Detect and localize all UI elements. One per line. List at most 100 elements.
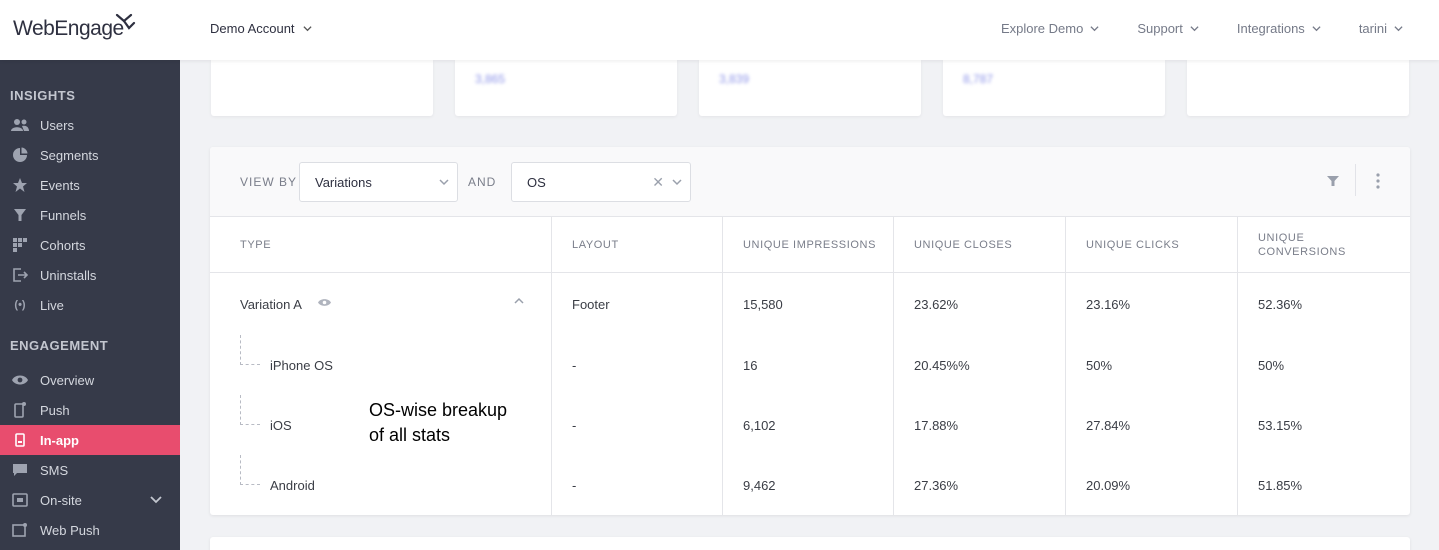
- sidebar-item-push[interactable]: Push: [0, 395, 180, 425]
- eye-icon[interactable]: [318, 298, 331, 307]
- filter-bar: VIEW BY Variations AND OS ✕: [210, 147, 1410, 217]
- tree-connector: [240, 395, 260, 425]
- sidebar-item-on-site[interactable]: On-site: [0, 485, 180, 515]
- sidebar-item-label: Uninstalls: [40, 267, 97, 283]
- sidebar-item-overview[interactable]: Overview: [0, 365, 180, 395]
- column-divider: [722, 217, 723, 515]
- more-vertical-icon[interactable]: [1376, 173, 1380, 189]
- tree-connector: [240, 335, 260, 365]
- stats-table-panel: VIEW BY Variations AND OS ✕ TYPE LAYOUT …: [210, 147, 1410, 515]
- sidebar-item-label: Live: [40, 297, 64, 313]
- account-name: Demo Account: [210, 21, 295, 36]
- cell-type: Variation A: [240, 296, 302, 312]
- sidebar-item-users[interactable]: Users: [0, 110, 180, 140]
- sidebar-item-cohorts[interactable]: Cohorts: [0, 230, 180, 260]
- annotation-callout: OS-wise breakup of all stats: [369, 398, 507, 448]
- stat-card: [1187, 60, 1409, 116]
- cell-clicks: 50%: [1086, 357, 1113, 373]
- onsite-icon: [10, 492, 30, 508]
- nav-label: Support: [1137, 21, 1183, 36]
- header-unique-clicks[interactable]: UNIQUE CLICKS: [1086, 239, 1180, 251]
- cell-layout: -: [572, 417, 577, 433]
- section-title-insights: INSIGHTS: [10, 87, 76, 103]
- chevron-down-icon: [302, 26, 312, 32]
- cell-conversions: 50%: [1258, 357, 1285, 373]
- sidebar-item-in-app[interactable]: In-app: [0, 425, 180, 455]
- nav-explore-demo[interactable]: Explore Demo: [1001, 21, 1099, 36]
- logo-text: WebEngage: [13, 17, 124, 40]
- top-bar: WebEngage Demo Account Explore Demo Supp…: [0, 0, 1439, 60]
- header-unique-impressions[interactable]: UNIQUE IMPRESSIONS: [743, 239, 877, 251]
- sidebar-item-label: Cohorts: [40, 237, 86, 253]
- column-divider: [1065, 217, 1066, 515]
- users-icon: [10, 117, 30, 133]
- header-unique-closes[interactable]: UNIQUE CLOSES: [914, 239, 1013, 251]
- sidebar-item-label: SMS: [40, 462, 69, 478]
- nav-user-menu[interactable]: tarini: [1359, 21, 1403, 36]
- chevron-down-icon: [1312, 26, 1321, 32]
- header-layout[interactable]: LAYOUT: [572, 239, 619, 251]
- sidebar-item-web-push[interactable]: Web Push: [0, 515, 180, 545]
- divider: [1355, 164, 1356, 196]
- sidebar-item-events[interactable]: Events: [0, 170, 180, 200]
- cell-conversions: 51.85%: [1258, 477, 1303, 493]
- nav-label: Integrations: [1236, 21, 1305, 36]
- view-by-label: VIEW BY: [240, 175, 298, 189]
- sidebar-item-uninstalls[interactable]: Uninstalls: [0, 260, 180, 290]
- sidebar-item-live[interactable]: (•) Live: [0, 290, 180, 320]
- account-switcher[interactable]: Demo Account: [210, 21, 312, 36]
- cell-impressions: 9,462: [743, 477, 776, 493]
- cell-type: iPhone OS: [270, 357, 333, 373]
- nav-label: Explore Demo: [1000, 21, 1084, 36]
- star-icon: [10, 177, 30, 193]
- cell-layout: Footer: [572, 296, 610, 312]
- chevron-down-icon: [672, 179, 682, 186]
- exit-icon: [10, 267, 30, 283]
- annotation-line: OS-wise breakup: [369, 400, 508, 420]
- cell-clicks: 20.09%: [1086, 477, 1131, 493]
- next-panel: [210, 537, 1410, 550]
- stat-card: 8,787: [943, 60, 1165, 116]
- sidebar-item-label: In-app: [40, 432, 79, 448]
- chevron-up-icon[interactable]: [514, 297, 524, 304]
- grid-icon: [10, 237, 30, 253]
- and-select[interactable]: OS ✕: [511, 162, 691, 202]
- table-row-os: iOS - 6,102 17.88% 27.84% 53.15%: [210, 395, 1410, 455]
- broadcast-icon: (•): [14, 299, 26, 311]
- table-row-variation[interactable]: Variation A Footer 15,580 23.62% 23.16% …: [210, 274, 1410, 334]
- sidebar-item-label: Web Push: [40, 522, 100, 538]
- sidebar-item-funnels[interactable]: Funnels: [0, 200, 180, 230]
- column-divider: [551, 217, 552, 515]
- chevron-down-icon[interactable]: [150, 495, 162, 505]
- cell-impressions: 16: [743, 357, 758, 373]
- sidebar-item-label: Users: [40, 117, 74, 133]
- stat-value: 3,839: [719, 72, 750, 86]
- column-divider: [893, 217, 894, 515]
- sidebar-item-label: Overview: [40, 372, 95, 388]
- clear-icon[interactable]: ✕: [652, 174, 664, 190]
- header-unique-conversions[interactable]: UNIQUE CONVERSIONS: [1258, 232, 1346, 258]
- sidebar-item-sms[interactable]: SMS: [0, 455, 180, 485]
- section-title-engagement: ENGAGEMENT: [10, 337, 109, 353]
- webpush-icon: [10, 522, 30, 538]
- chevron-down-icon: [1190, 26, 1199, 32]
- webengage-logo[interactable]: WebEngage: [13, 13, 136, 44]
- table-row-os: Android - 9,462 27.36% 20.09% 51.85%: [210, 455, 1410, 515]
- sidebar: INSIGHTS Users Segments Events Funnels C…: [0, 60, 180, 550]
- view-by-select[interactable]: Variations: [299, 162, 458, 202]
- filter-icon[interactable]: [1327, 175, 1339, 187]
- sidebar-item-segments[interactable]: Segments: [0, 140, 180, 170]
- pie-icon: [10, 147, 30, 163]
- header-type[interactable]: TYPE: [240, 239, 272, 251]
- nav-support[interactable]: Support: [1137, 21, 1199, 36]
- cell-closes: 17.88%: [914, 417, 959, 433]
- view-by-value: Variations: [315, 174, 372, 190]
- nav-label: tarini: [1358, 21, 1387, 36]
- tree-connector: [240, 455, 260, 485]
- stat-card: [211, 60, 433, 116]
- table-row-os: iPhone OS - 16 20.45%% 50% 50%: [210, 335, 1410, 395]
- nav-integrations[interactable]: Integrations: [1237, 21, 1321, 36]
- cell-conversions: 52.36%: [1258, 296, 1303, 312]
- cell-conversions: 53.15%: [1258, 417, 1303, 433]
- chevron-down-icon: [439, 179, 449, 186]
